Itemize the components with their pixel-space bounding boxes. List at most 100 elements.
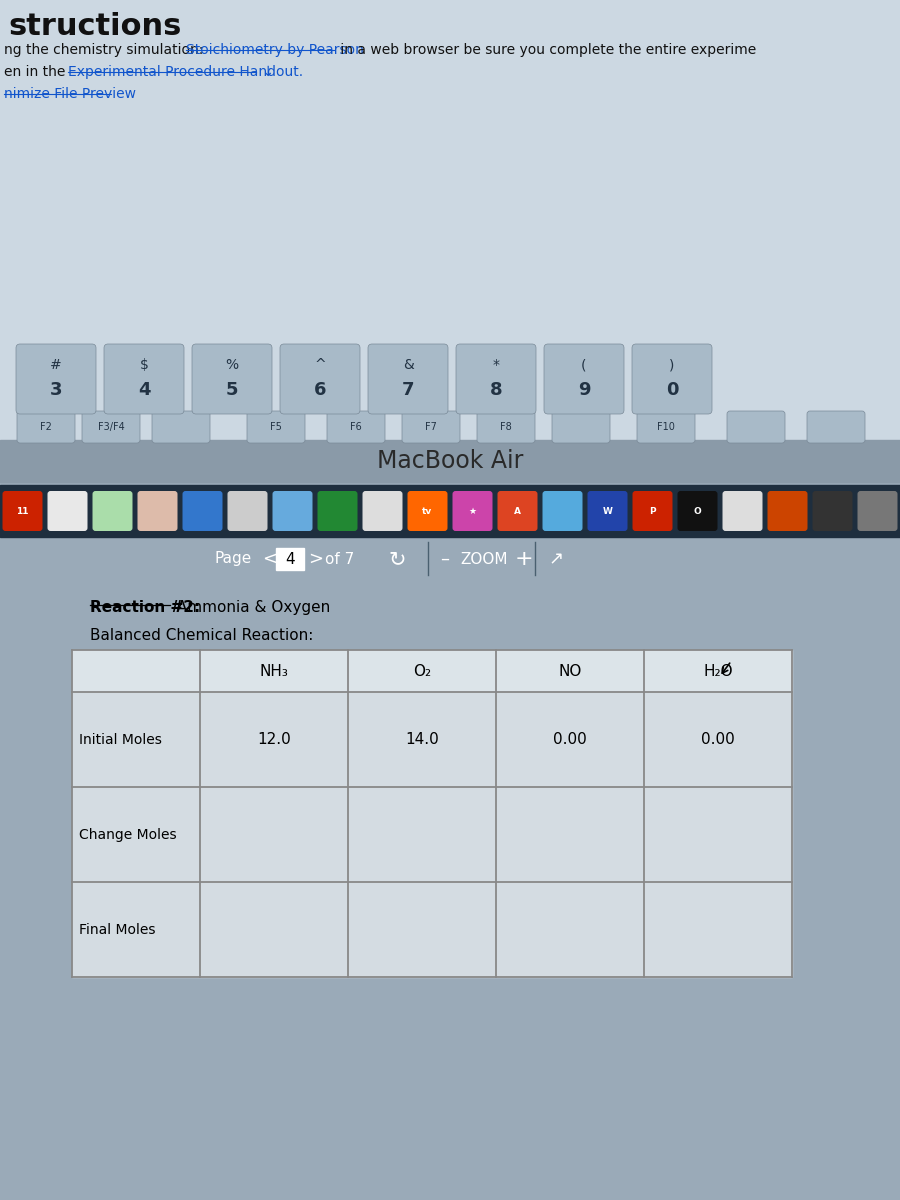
FancyBboxPatch shape <box>632 344 712 414</box>
Text: O: O <box>694 506 701 516</box>
FancyBboxPatch shape <box>723 491 762 530</box>
Text: ↻: ↻ <box>388 550 406 569</box>
Text: 4: 4 <box>285 552 295 566</box>
Text: Page: Page <box>215 552 252 566</box>
Bar <box>72 650 792 692</box>
Text: Change Moles: Change Moles <box>79 828 176 841</box>
Text: +: + <box>515 550 534 569</box>
Bar <box>0 580 900 1140</box>
Text: F10: F10 <box>657 422 675 432</box>
Text: ZOOM: ZOOM <box>460 552 508 566</box>
FancyBboxPatch shape <box>327 410 385 443</box>
Bar <box>72 882 792 977</box>
Text: %: % <box>225 359 238 372</box>
Text: structions: structions <box>8 12 182 41</box>
Bar <box>0 482 900 1200</box>
FancyBboxPatch shape <box>228 491 267 530</box>
FancyBboxPatch shape <box>280 344 360 414</box>
FancyBboxPatch shape <box>408 491 447 530</box>
Text: 9: 9 <box>578 382 590 400</box>
Text: F2: F2 <box>40 422 52 432</box>
FancyBboxPatch shape <box>138 491 177 530</box>
Text: 12.0: 12.0 <box>257 732 291 746</box>
Text: ↓: ↓ <box>258 65 274 79</box>
FancyBboxPatch shape <box>678 491 717 530</box>
Bar <box>276 548 304 570</box>
Text: nimize File Preview: nimize File Preview <box>4 86 136 101</box>
FancyBboxPatch shape <box>183 491 222 530</box>
FancyBboxPatch shape <box>807 410 865 443</box>
Text: Experimental Procedure Handout.: Experimental Procedure Handout. <box>68 65 303 79</box>
Text: 3: 3 <box>50 382 62 400</box>
Text: ): ) <box>670 359 675 372</box>
Text: 0.00: 0.00 <box>701 732 735 746</box>
FancyBboxPatch shape <box>637 410 695 443</box>
FancyBboxPatch shape <box>104 344 184 414</box>
Text: O₂: O₂ <box>413 664 431 678</box>
Bar <box>72 692 792 787</box>
Text: ng the chemistry simulation:: ng the chemistry simulation: <box>4 43 208 56</box>
FancyBboxPatch shape <box>727 410 785 443</box>
Text: (: ( <box>581 359 587 372</box>
Text: 5: 5 <box>226 382 239 400</box>
Text: *: * <box>492 359 500 372</box>
FancyBboxPatch shape <box>368 344 448 414</box>
Text: 8: 8 <box>490 382 502 400</box>
Text: in a web browser be sure you complete the entire experime: in a web browser be sure you complete th… <box>336 43 756 56</box>
Text: NH₃: NH₃ <box>259 664 288 678</box>
Text: tv: tv <box>422 506 433 516</box>
Bar <box>0 538 900 580</box>
FancyBboxPatch shape <box>768 491 807 530</box>
Bar <box>35 584 865 1135</box>
Text: F3/F4: F3/F4 <box>97 422 124 432</box>
Text: H₂O: H₂O <box>703 664 733 678</box>
Text: F5: F5 <box>270 422 282 432</box>
Text: Initial Moles: Initial Moles <box>79 732 162 746</box>
Text: F8: F8 <box>500 422 512 432</box>
Text: 7: 7 <box>401 382 414 400</box>
Text: ↗: ↗ <box>548 550 563 568</box>
FancyBboxPatch shape <box>552 410 610 443</box>
FancyBboxPatch shape <box>3 491 42 530</box>
Text: Reaction #2:: Reaction #2: <box>90 600 200 614</box>
Text: A: A <box>514 506 521 516</box>
Text: of 7: of 7 <box>325 552 355 566</box>
Bar <box>72 787 792 882</box>
Text: ^: ^ <box>314 359 326 372</box>
FancyBboxPatch shape <box>16 344 96 414</box>
Text: 0.00: 0.00 <box>554 732 587 746</box>
FancyBboxPatch shape <box>247 410 305 443</box>
Text: #: # <box>50 359 62 372</box>
Text: Stoichiometry by Pearson: Stoichiometry by Pearson <box>186 43 364 56</box>
Bar <box>0 485 900 538</box>
Text: en in the: en in the <box>4 65 70 79</box>
FancyBboxPatch shape <box>858 491 897 530</box>
Text: F7: F7 <box>425 422 436 432</box>
Text: 0: 0 <box>666 382 679 400</box>
Text: 6: 6 <box>314 382 326 400</box>
FancyBboxPatch shape <box>318 491 357 530</box>
Text: >: > <box>308 550 323 568</box>
Text: Final Moles: Final Moles <box>79 923 156 936</box>
FancyBboxPatch shape <box>273 491 312 530</box>
FancyBboxPatch shape <box>633 491 672 530</box>
FancyBboxPatch shape <box>544 344 624 414</box>
Text: Balanced Chemical Reaction:: Balanced Chemical Reaction: <box>90 628 313 643</box>
FancyBboxPatch shape <box>363 491 402 530</box>
FancyBboxPatch shape <box>402 410 460 443</box>
Text: Ammonia & Oxygen: Ammonia & Oxygen <box>172 600 330 614</box>
Text: 11: 11 <box>16 506 29 516</box>
Text: P: P <box>649 506 656 516</box>
FancyBboxPatch shape <box>543 491 582 530</box>
FancyBboxPatch shape <box>477 410 535 443</box>
Text: &: & <box>402 359 413 372</box>
Text: F6: F6 <box>350 422 362 432</box>
FancyBboxPatch shape <box>93 491 132 530</box>
Text: NO: NO <box>558 664 581 678</box>
Text: W: W <box>603 506 612 516</box>
FancyBboxPatch shape <box>152 410 210 443</box>
FancyBboxPatch shape <box>498 491 537 530</box>
FancyBboxPatch shape <box>813 491 852 530</box>
FancyBboxPatch shape <box>453 491 492 530</box>
Text: ★: ★ <box>468 506 477 516</box>
